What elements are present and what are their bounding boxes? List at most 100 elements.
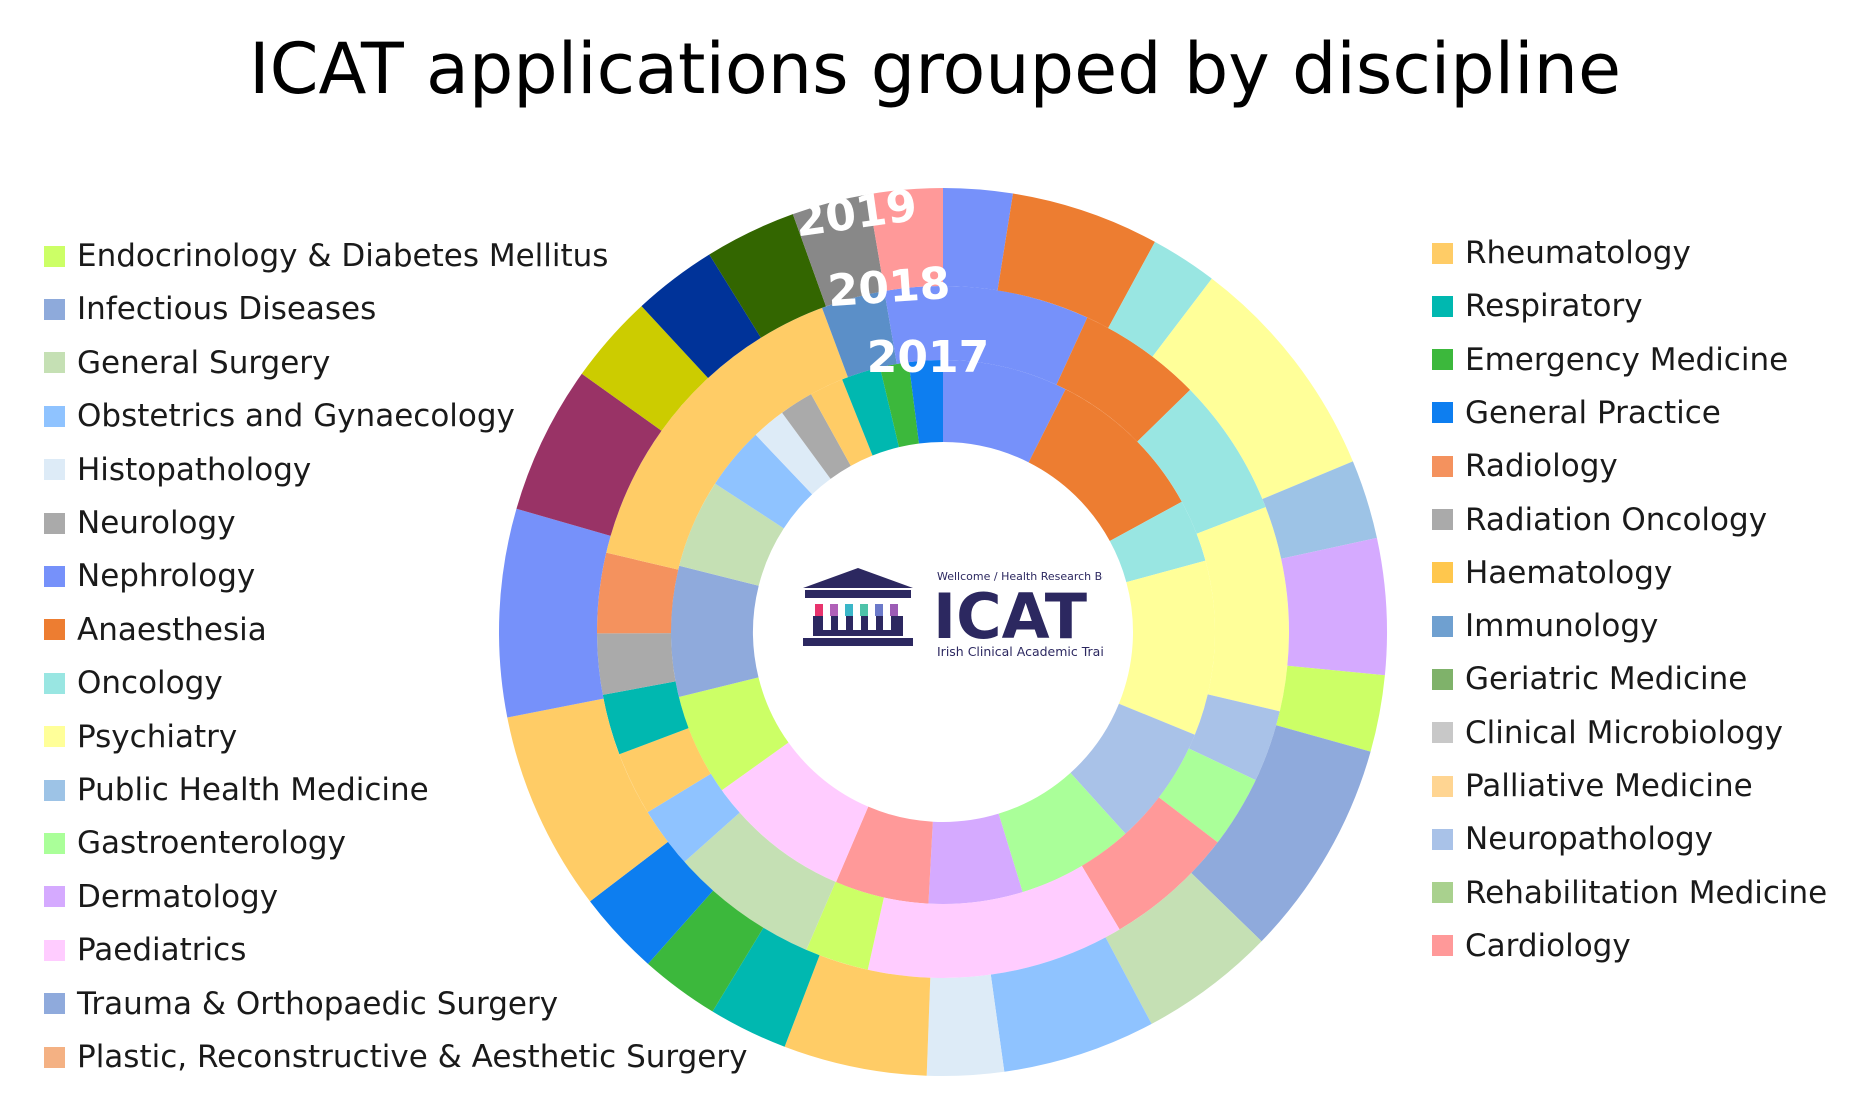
legend-swatch — [44, 672, 65, 694]
slice-2018 — [619, 728, 711, 813]
slice-2017 — [755, 412, 831, 495]
slice-2019 — [1281, 537, 1387, 676]
legend-swatch — [1432, 349, 1453, 371]
slice-2019 — [1152, 278, 1353, 500]
slice-2019 — [581, 306, 709, 431]
legend-left-item: Dermatology — [44, 879, 278, 915]
legend-label: Histopathology — [77, 451, 312, 488]
legend-left-item: Plastic, Reconstructive & Aesthetic Surg… — [44, 1039, 747, 1075]
legend-swatch — [44, 939, 65, 961]
slice-2018 — [1188, 694, 1280, 781]
slice-2019 — [507, 698, 668, 902]
slice-2017 — [928, 813, 1023, 904]
legend-swatch — [1432, 455, 1453, 477]
legend-label: Haematology — [1465, 554, 1673, 591]
legend-right-item: Rheumatology — [1432, 235, 1691, 271]
legend-label: Trauma & Orthopaedic Surgery — [77, 985, 559, 1022]
slice-2018 — [1056, 317, 1191, 442]
slice-2018 — [684, 812, 836, 950]
legend-swatch — [44, 832, 65, 854]
legend-left-item: Gastroenterology — [44, 825, 346, 861]
legend-right-item: Radiology — [1432, 448, 1618, 484]
legend-label: General Surgery — [77, 344, 331, 381]
legend-label: Geriatric Medicine — [1465, 661, 1748, 698]
slice-2018 — [1081, 797, 1218, 930]
slice-2018 — [884, 286, 943, 364]
slice-2017 — [836, 806, 933, 904]
legend-right-item: Neuropathology — [1432, 821, 1713, 857]
slice-2019 — [641, 254, 761, 379]
legend-swatch — [1432, 509, 1453, 530]
slice-2017 — [879, 362, 920, 448]
legend-label: Rehabilitation Medicine — [1465, 874, 1828, 911]
slice-2019 — [1262, 461, 1377, 559]
slice-2019 — [590, 841, 714, 964]
slice-2018 — [867, 865, 1120, 978]
building-icon — [803, 568, 913, 646]
legend-swatch — [44, 459, 65, 481]
legend-swatch — [44, 779, 65, 801]
slice-2019 — [712, 927, 820, 1047]
legend-right-item: Respiratory — [1432, 288, 1643, 324]
slice-2017 — [715, 434, 813, 529]
slice-2017 — [671, 565, 759, 697]
legend-label: Palliative Medicine — [1465, 768, 1753, 804]
slice-2018 — [602, 681, 689, 755]
legend-swatch — [44, 405, 65, 427]
legend-label: Immunology — [1465, 608, 1659, 645]
legend-swatch — [1432, 935, 1453, 957]
legend-right-item: Clinical Microbiology — [1432, 715, 1783, 751]
legend-swatch — [44, 565, 65, 587]
slice-2019 — [516, 373, 662, 536]
legend-label: Cardiology — [1465, 927, 1631, 964]
slice-2019 — [990, 937, 1152, 1072]
legend-swatch — [44, 886, 65, 908]
legend-swatch — [44, 1046, 65, 1068]
legend-swatch — [1432, 775, 1453, 797]
legend-label: Paediatrics — [77, 932, 247, 969]
slice-2018 — [1137, 389, 1266, 534]
logo-word: ICAT — [933, 580, 1087, 653]
logo-sub-text: Irish Clinical Academic Training — [937, 644, 1103, 659]
legend-swatch — [44, 298, 65, 320]
legend-swatch — [1432, 828, 1453, 850]
legend-left-item: Trauma & Orthopaedic Surgery — [44, 986, 558, 1022]
legend-swatch — [1432, 722, 1453, 744]
legend-left-item: Endocrinology & Diabetes Mellitus — [44, 238, 608, 274]
legend-left-item: Public Health Medicine — [44, 772, 429, 808]
slice-2019 — [1191, 725, 1371, 942]
legend-label: Radiology — [1465, 448, 1618, 485]
slice-2019 — [647, 890, 764, 1012]
slice-2019 — [784, 955, 931, 1076]
legend-left-item: Nephrology — [44, 558, 255, 594]
legend-left-item: Psychiatry — [44, 719, 237, 755]
legend-left-item: General Surgery — [44, 345, 330, 381]
legend-right-item: Haematology — [1432, 555, 1672, 591]
legend-label: Respiratory — [1465, 288, 1643, 325]
legend-right-item: Rehabilitation Medicine — [1432, 875, 1827, 911]
slice-2018 — [606, 307, 848, 570]
slice-2019 — [709, 214, 826, 338]
legend-left-item: Oncology — [44, 665, 223, 701]
legend-right-item: Immunology — [1432, 608, 1658, 644]
legend-right-item: Emergency Medicine — [1432, 342, 1788, 378]
legend-swatch — [1432, 615, 1453, 637]
slice-2017 — [679, 483, 784, 586]
legend-swatch — [44, 512, 65, 534]
legend-right-item: Radiation Oncology — [1432, 502, 1767, 538]
ring-label-2018: 2018 — [826, 258, 952, 317]
slice-2017 — [721, 742, 869, 883]
legend-label: Public Health Medicine — [77, 772, 429, 808]
legend-left-item: Anaesthesia — [44, 612, 267, 648]
legend-label: Gastroenterology — [77, 825, 346, 862]
slice-2017 — [1070, 703, 1195, 834]
legend-label: Plastic, Reconstructive & Aesthetic Surg… — [77, 1039, 748, 1075]
slice-2019 — [1108, 241, 1212, 357]
legend-swatch — [1432, 242, 1453, 264]
legend-swatch — [1432, 402, 1453, 424]
legend-label: Neuropathology — [1465, 821, 1713, 858]
legend-swatch — [1432, 562, 1453, 584]
slice-2019 — [926, 974, 1005, 1077]
slice-2017 — [1109, 501, 1206, 583]
